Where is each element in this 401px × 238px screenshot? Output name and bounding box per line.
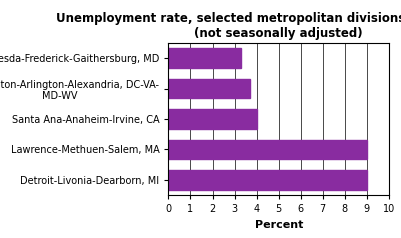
Bar <box>168 79 250 99</box>
X-axis label: Percent: Percent <box>255 220 303 230</box>
Bar <box>168 170 367 190</box>
Bar <box>168 109 257 129</box>
Bar <box>168 48 241 68</box>
Title: Unemployment rate, selected metropolitan divisions, January 2005
(not seasonally: Unemployment rate, selected metropolitan… <box>56 12 401 40</box>
Bar <box>168 139 367 159</box>
